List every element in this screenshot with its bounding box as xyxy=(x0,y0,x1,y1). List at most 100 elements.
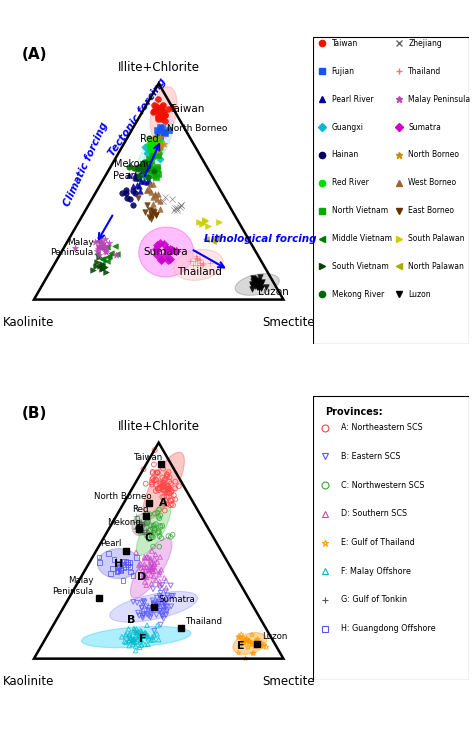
Point xyxy=(149,169,157,181)
Point xyxy=(167,499,174,511)
Point xyxy=(149,522,157,534)
Point xyxy=(154,603,162,615)
Point xyxy=(155,634,163,646)
Point xyxy=(143,176,151,188)
Point xyxy=(146,143,154,155)
Point xyxy=(147,563,155,575)
Point xyxy=(119,559,127,571)
Point xyxy=(249,638,257,650)
Point xyxy=(153,592,161,604)
Point xyxy=(95,251,103,263)
Point xyxy=(143,199,151,211)
Point xyxy=(150,142,157,154)
Point xyxy=(157,521,164,533)
Point xyxy=(142,561,150,573)
Point xyxy=(242,634,249,646)
Point xyxy=(140,595,147,607)
Point xyxy=(156,195,164,207)
Point xyxy=(134,627,141,640)
Point xyxy=(169,493,176,505)
Text: North Borneo: North Borneo xyxy=(93,491,151,500)
Point xyxy=(137,175,145,187)
Point xyxy=(137,519,144,531)
Point xyxy=(256,640,264,652)
Point xyxy=(114,561,121,573)
Text: Tectonic forcing: Tectonic forcing xyxy=(107,77,168,159)
Point xyxy=(245,637,253,649)
Ellipse shape xyxy=(130,538,172,598)
Point xyxy=(147,524,155,536)
Point xyxy=(133,551,140,563)
Point xyxy=(137,524,144,536)
Text: H: H xyxy=(114,559,123,569)
Point xyxy=(147,563,155,575)
Point xyxy=(139,519,146,531)
Point xyxy=(137,525,145,538)
Point xyxy=(141,551,148,563)
Point xyxy=(153,209,160,222)
Point xyxy=(210,235,217,247)
Point xyxy=(165,466,173,478)
Point xyxy=(150,104,158,116)
Point xyxy=(149,594,156,606)
Point xyxy=(249,271,256,284)
Point xyxy=(155,598,162,610)
Point xyxy=(100,242,107,254)
Point xyxy=(136,629,143,641)
Point xyxy=(157,113,164,125)
Point xyxy=(144,184,151,196)
Point xyxy=(141,553,149,565)
Point xyxy=(135,631,143,643)
Point xyxy=(192,252,200,264)
Point xyxy=(150,166,158,178)
Point xyxy=(144,508,151,520)
Point xyxy=(152,518,160,530)
Point xyxy=(143,627,150,640)
Point xyxy=(156,141,164,153)
Point xyxy=(167,478,174,490)
Point xyxy=(94,234,101,246)
Point xyxy=(149,467,156,479)
Text: Red: Red xyxy=(140,134,159,144)
Point xyxy=(124,559,132,571)
Point xyxy=(143,516,151,528)
Point xyxy=(153,627,161,640)
Point xyxy=(150,520,157,532)
Point xyxy=(132,522,140,534)
Point xyxy=(136,515,143,527)
Point xyxy=(122,630,130,642)
Point xyxy=(146,203,154,215)
Point xyxy=(237,631,245,643)
Point xyxy=(142,524,150,536)
Point xyxy=(95,556,103,569)
Point xyxy=(155,187,162,200)
Point xyxy=(148,473,156,485)
Point xyxy=(110,553,118,565)
Point xyxy=(250,273,257,285)
Text: Zhejiang: Zhejiang xyxy=(408,39,442,48)
Point xyxy=(147,207,155,219)
Point xyxy=(151,138,158,150)
Point xyxy=(151,523,159,535)
Point xyxy=(142,206,149,218)
Point xyxy=(198,218,205,231)
Point xyxy=(162,248,170,260)
Ellipse shape xyxy=(98,549,140,578)
Text: F: Malay Offshore: F: Malay Offshore xyxy=(341,567,411,576)
Point xyxy=(249,275,257,287)
Point xyxy=(257,282,264,294)
Point xyxy=(166,253,173,265)
Point xyxy=(118,564,125,576)
Point xyxy=(255,638,262,650)
Point xyxy=(235,647,242,659)
Point xyxy=(171,202,179,214)
Point xyxy=(124,556,131,569)
Point xyxy=(135,163,142,175)
Point xyxy=(122,637,130,649)
Point xyxy=(129,569,137,581)
Text: South Vietnam: South Vietnam xyxy=(332,262,388,271)
Point xyxy=(156,203,164,215)
Point xyxy=(151,553,158,565)
Point xyxy=(143,525,151,538)
Point xyxy=(163,600,171,612)
